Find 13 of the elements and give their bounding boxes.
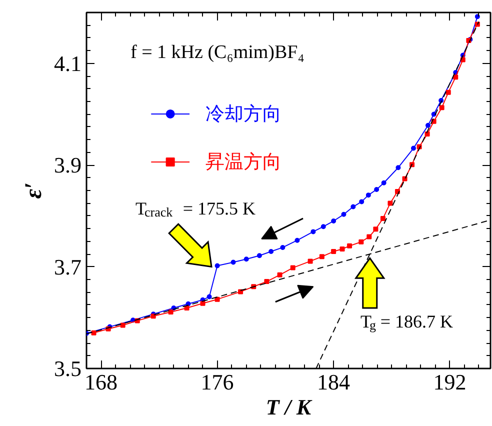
y-tick-label: 3.9	[54, 152, 82, 178]
x-tick-label: 192	[433, 370, 466, 394]
legend-label: 冷却方向	[206, 102, 282, 125]
y-tick-label: 4.1	[54, 50, 82, 76]
y-axis-title: ε′	[21, 182, 47, 199]
x-tick-label: 184	[317, 370, 350, 394]
annotation: f = 1 kHz (C₆mim)BF₄	[130, 42, 304, 63]
legend-label: 昇温方向	[206, 151, 282, 174]
y-tick-label: 3.7	[54, 254, 82, 280]
x-axis-title: T / K	[266, 394, 312, 420]
y-tick-label: 3.5	[54, 356, 82, 381]
x-tick-label: 176	[200, 370, 234, 394]
x-tick-label: 168	[84, 370, 118, 394]
